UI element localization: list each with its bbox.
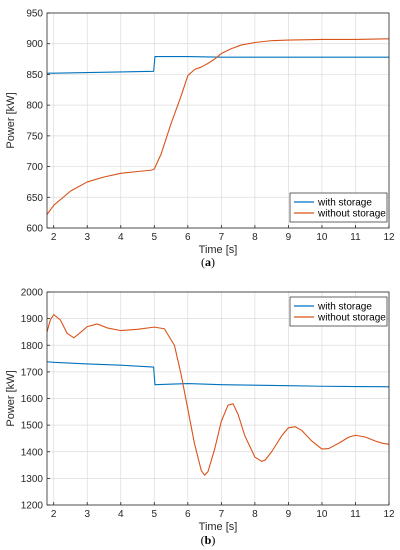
axes-box [46,12,390,229]
y-tick-label: 1500 [21,421,44,432]
x-tick-label: 12 [383,232,395,243]
x-tick-label: 7 [219,232,225,243]
series-line-without-storage [46,38,390,215]
y-tick-label: 800 [26,101,43,112]
y-tick-label: 1900 [21,314,44,325]
x-tick-label: 6 [185,232,191,243]
x-tick-label: 11 [350,509,361,520]
figure-caption: (b) [201,533,216,547]
figure-caption: (a) [201,255,215,269]
y-tick-label: 1600 [21,394,44,405]
x-tick-label: 2 [51,232,57,243]
x-tick-label: 7 [219,509,225,520]
x-tick-label: 9 [286,232,292,243]
x-tick-label: 6 [185,509,191,520]
x-axis-label: Time [s] [199,244,238,256]
y-tick-label: 750 [26,131,43,142]
x-tick-label: 3 [84,232,90,243]
y-tick-label: 1200 [21,501,44,512]
x-tick-label: 2 [51,509,57,520]
x-tick-label: 5 [152,509,158,520]
plot-area [47,13,389,228]
series-line-with-storage [46,361,390,388]
legend-entry: with storage [317,302,372,313]
y-tick-label: 950 [26,9,43,20]
legend-entry: without storage [317,209,386,220]
x-tick-label: 8 [252,509,258,520]
x-tick-label: 9 [286,509,292,520]
chart-panel-b: 2 3 4 5 6 7 8 9 10 11 12 1200 1300 1400 1500 1600 1700 18… [5,288,395,548]
y-axis-label: Power [kW] [5,92,17,148]
x-tick-label: 12 [383,509,395,520]
x-axis-label: Time [s] [199,521,238,533]
y-tick-label: 900 [26,39,43,50]
y-tick-label: 2000 [21,288,44,299]
y-tick-label: 1700 [21,367,44,378]
y-tick-label: 850 [26,70,43,81]
series-line-without-storage [46,314,390,476]
x-tick-label: 4 [118,509,124,520]
legend-box [289,192,388,223]
x-tick-label: 10 [316,232,328,243]
y-tick-label: 1800 [21,341,44,352]
y-tick-label: 650 [26,193,43,204]
y-tick-label: 600 [26,224,43,235]
x-tick-label: 3 [84,509,90,520]
x-tick-label: 8 [252,232,258,243]
legend-entry: with storage [317,198,372,209]
chart-panel-a: 2 3 4 5 6 7 8 9 10 11 12 600 650 700 750 800 850 900 950 Ti… [5,9,395,270]
series-line-with-storage [47,56,389,74]
legend-entry: without storage [317,313,386,324]
x-tick-label: 11 [350,232,361,243]
y-tick-label: 1400 [21,447,44,458]
y-axis-label: Power [kW] [5,370,17,426]
x-tick-label: 4 [118,232,124,243]
y-tick-label: 700 [26,162,43,173]
legend-box [289,296,388,327]
x-tick-label: 5 [152,232,158,243]
x-tick-label: 10 [316,509,328,520]
y-tick-label: 1300 [21,474,44,485]
